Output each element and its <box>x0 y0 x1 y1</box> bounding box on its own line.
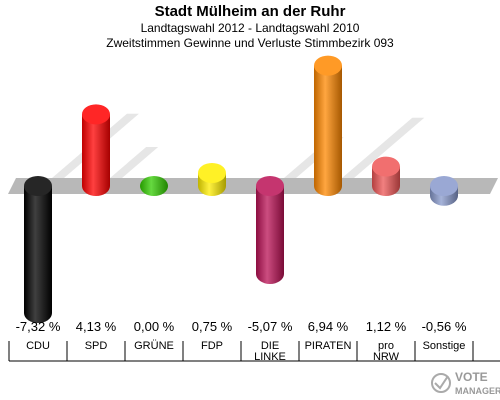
category-axis <box>8 341 500 362</box>
category-label: CDU <box>26 340 50 352</box>
category-label: GRÜNE <box>134 340 174 352</box>
category-label: FDP <box>201 340 223 352</box>
bar-top <box>372 156 400 177</box>
chart-titles: Stadt Mülheim an der Ruhr Landtagswahl 2… <box>0 0 500 51</box>
bar <box>82 114 110 196</box>
bar-top <box>198 162 226 183</box>
bar-top <box>314 55 342 76</box>
value-label: -7,32 % <box>16 319 61 334</box>
bar-top <box>430 176 458 196</box>
logo-text-manager: MANAGER <box>455 386 500 396</box>
value-label: 0,75 % <box>192 319 233 334</box>
bar <box>314 65 342 196</box>
value-labels: -7,32 % 4,13 % 0,00 % 0,75 % -5,07 % 6,94 % 1,… <box>16 319 467 334</box>
category-label: SPD <box>85 340 108 352</box>
chart-title: Stadt Mülheim an der Ruhr <box>154 3 346 20</box>
category-label: Sonstige <box>423 340 466 352</box>
category-label: NRW <box>373 351 400 363</box>
bar-top <box>82 104 110 125</box>
value-label: -0,56 % <box>422 319 467 334</box>
value-label: 1,12 % <box>366 319 407 334</box>
bar <box>256 186 284 284</box>
value-label: 0,00 % <box>134 319 175 334</box>
baseline-band <box>8 178 498 194</box>
bar <box>140 176 168 196</box>
bar-top <box>256 176 284 196</box>
bars <box>24 55 458 324</box>
bar-top <box>24 176 52 196</box>
bar-shadow <box>328 117 425 190</box>
category-label: PIRATEN <box>305 340 352 352</box>
logo-text-vote: VOTE <box>455 370 488 384</box>
chart-subtitle-2: Zweitstimmen Gewinne und Verluste Stimmb… <box>106 36 394 50</box>
category-label: LINKE <box>254 351 286 363</box>
value-label: 4,13 % <box>76 319 117 334</box>
bar <box>24 186 52 324</box>
category-label: pro <box>378 340 394 352</box>
vote-manager-logo: VOTE MANAGER <box>431 370 500 396</box>
category-label: DIE <box>261 340 279 352</box>
chart-subtitle-1: Landtagswahl 2012 - Landtagswahl 2010 <box>140 21 360 35</box>
value-label: 6,94 % <box>308 319 349 334</box>
value-label: -5,07 % <box>248 319 293 334</box>
